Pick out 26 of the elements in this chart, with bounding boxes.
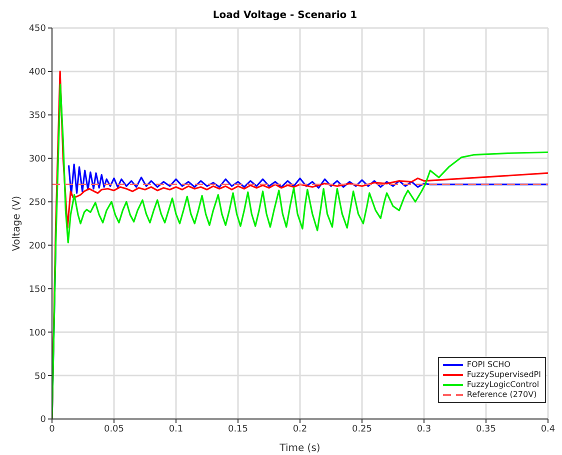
legend-label: FuzzySupervisedPI	[466, 370, 541, 380]
y-tick-label: 450	[28, 24, 46, 34]
x-tick-label: 0.3	[416, 424, 432, 434]
x-tick-label: 0.05	[104, 424, 124, 434]
y-tick-label: 50	[34, 372, 46, 382]
x-tick-label: 0.15	[228, 424, 248, 434]
y-tick-label: 100	[28, 328, 46, 338]
y-tick-label: 200	[28, 241, 46, 252]
x-tick-label: 0.1	[168, 424, 184, 434]
x-tick-label: 0.35	[476, 424, 496, 434]
x-tick-label: 0.4	[540, 424, 556, 434]
y-tick-label: 400	[28, 68, 46, 78]
y-tick-label: 300	[28, 154, 46, 165]
legend-label: FuzzyLogicControl	[466, 380, 540, 390]
legend-label: Reference (270V)	[466, 390, 537, 400]
y-tick-label: 250	[28, 198, 46, 208]
y-tick-label: 150	[28, 284, 46, 295]
x-tick-label: 0.2	[292, 424, 308, 434]
chart-title: Load Voltage - Scenario 1	[212, 10, 358, 21]
x-axis-title: Time (s)	[278, 443, 320, 454]
y-tick-label: 0	[40, 415, 46, 426]
legend-label: FOPI SCHO	[466, 360, 510, 370]
x-tick-label: 0	[49, 424, 56, 434]
y-tick-label: 350	[28, 111, 46, 122]
y-axis-title: Voltage (V)	[12, 196, 23, 252]
x-tick-label: 0.25	[352, 424, 372, 434]
